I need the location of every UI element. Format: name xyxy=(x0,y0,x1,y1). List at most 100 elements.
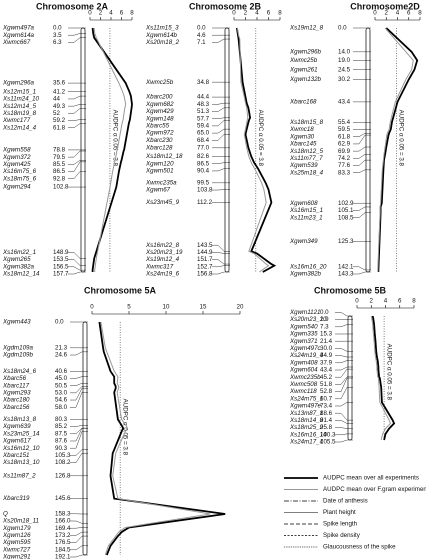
threshold-label: AUDPC α 0.05 = 3.8 xyxy=(257,110,264,167)
marker-position: 65.0 xyxy=(197,130,210,137)
marker-name: Xs16m22_1 xyxy=(2,249,36,256)
marker-name: Xgwm614b xyxy=(145,32,178,39)
marker-connector xyxy=(70,527,88,529)
marker-position: 3.5 xyxy=(53,32,62,39)
x-tick-label: 2 xyxy=(244,10,248,17)
marker-connector xyxy=(68,271,86,275)
chromosome xyxy=(365,27,371,273)
marker-connector xyxy=(68,259,86,266)
marker-position: 7.3 xyxy=(320,323,329,330)
x-tick-label: 4 xyxy=(396,10,400,17)
marker-connector xyxy=(68,150,86,158)
x-tick-label: 8 xyxy=(278,10,282,17)
marker-position: 45.0 xyxy=(55,375,68,382)
marker-position: 143.3 xyxy=(338,271,354,278)
marker-connector xyxy=(70,425,88,427)
threshold-label: AUDPC α 0.05 = 3.8 xyxy=(385,344,392,401)
marker-position: 79.5 xyxy=(53,154,66,161)
marker-name: Xbarc145 xyxy=(289,141,317,148)
marker-position: 152.7 xyxy=(197,263,213,270)
marker-position: 51.3 xyxy=(197,108,210,115)
marker-position: 45.2 xyxy=(320,374,333,381)
marker-connector xyxy=(353,146,371,152)
marker-position: 7.1 xyxy=(197,39,206,46)
qtl-curve xyxy=(93,27,127,272)
marker-connector xyxy=(68,33,86,36)
marker-position: 24.5 xyxy=(338,66,351,73)
marker-position: 105.5 xyxy=(320,439,336,446)
marker-connector xyxy=(335,439,353,443)
marker-name: Xs16m75_6 xyxy=(2,168,37,175)
x-tick-label: 2 xyxy=(385,10,389,17)
marker-position: 50.5 xyxy=(55,382,68,389)
marker-name: Xs19m12_8 xyxy=(289,25,324,32)
marker-connector xyxy=(212,259,230,265)
x-tick-label: 6 xyxy=(267,10,271,17)
marker-position: 44.4 xyxy=(197,94,210,101)
x-tick-label: 0 xyxy=(232,10,236,17)
marker-position: 173.2 xyxy=(55,532,71,539)
marker-position: 59.2 xyxy=(53,117,66,124)
marker-name: Xs20m23_19 xyxy=(145,249,183,256)
marker-name: Xs24m19_6 xyxy=(145,271,180,278)
marker-position: 59.4 xyxy=(197,123,210,130)
x-tick-label: 10 xyxy=(163,304,170,311)
marker-connector xyxy=(335,355,353,358)
marker-connector xyxy=(70,428,88,442)
marker-connector xyxy=(68,266,86,271)
marker-position: 145.6 xyxy=(55,495,71,502)
marker-position: 78.8 xyxy=(53,147,66,154)
qtl-curve xyxy=(91,27,133,272)
marker-name: Xgwm372 xyxy=(2,154,31,161)
marker-connector xyxy=(68,160,86,165)
marker-name: Xs16m16_14 xyxy=(289,431,327,438)
marker-connector xyxy=(212,120,230,127)
marker-name: Xgwm425 xyxy=(2,161,31,168)
threshold-label: AUDPC α 0.05 = 3.8 xyxy=(121,399,128,456)
marker-connector xyxy=(68,252,86,259)
marker-name: Xs23m25_14 xyxy=(2,430,40,437)
x-tick-label: 0 xyxy=(90,304,94,311)
marker-position: 69.9 xyxy=(338,148,351,155)
marker-connector xyxy=(335,360,353,363)
marker-name: Xs24m17_4 xyxy=(289,439,324,446)
marker-connector xyxy=(353,271,371,275)
qtl-curve xyxy=(98,321,226,556)
marker-position: 156.8 xyxy=(197,271,213,278)
marker-position: 40.6 xyxy=(55,368,68,375)
marker-name: Xgdm109a xyxy=(2,344,33,351)
marker-position: 49.3 xyxy=(53,103,66,110)
marker-position: 60.7 xyxy=(320,395,333,402)
marker-position: 91.4 xyxy=(320,417,333,424)
marker-position: 34.9 xyxy=(320,352,333,359)
marker-connector xyxy=(68,104,86,107)
marker-name: Xbarc180 xyxy=(2,397,30,404)
marker-name: Xbarc117 xyxy=(2,382,30,389)
marker-position: 43.4 xyxy=(338,99,351,106)
marker-name: Xgwm382a xyxy=(2,263,35,270)
marker-position: 169.4 xyxy=(55,525,71,532)
marker-position: 148.9 xyxy=(53,249,69,256)
marker-name: Xs20m18_2 xyxy=(145,39,180,46)
chromosome xyxy=(224,27,230,273)
marker-name: Xs11m77_7 xyxy=(289,155,323,162)
marker-position: 0.0 xyxy=(197,25,206,32)
marker-position: 88.6 xyxy=(320,410,333,417)
marker-position: 37.9 xyxy=(320,359,333,366)
x-tick-label: 4 xyxy=(384,298,388,305)
marker-name: Xgwm261 xyxy=(289,66,318,73)
marker-position: 86.5 xyxy=(197,160,210,167)
marker-position: 53.0 xyxy=(55,389,68,396)
marker-connector xyxy=(212,168,230,172)
marker-position: 192.1 xyxy=(55,554,71,559)
marker-connector xyxy=(212,134,230,141)
marker-position: 100.3 xyxy=(320,431,336,438)
marker-name: Xs18m12_18 xyxy=(145,153,183,160)
marker-name: Xwmc177 xyxy=(2,117,31,124)
marker-name: Xs11m23_1 xyxy=(289,214,323,221)
marker-name: Xwmc508 xyxy=(289,381,318,388)
marker-connector xyxy=(212,162,230,164)
marker-connector xyxy=(212,38,230,43)
marker-position: 73.4 xyxy=(320,403,333,410)
qtl-curve xyxy=(371,315,396,441)
